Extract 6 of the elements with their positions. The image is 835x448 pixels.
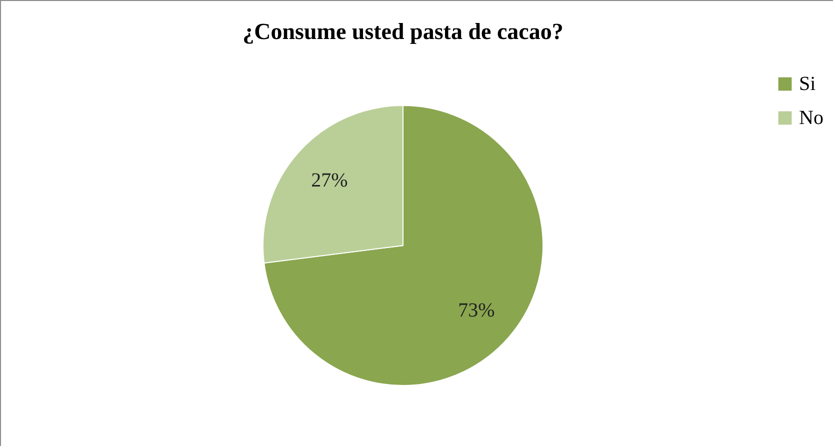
legend-label: Si	[799, 73, 816, 95]
data-label: 73%	[458, 299, 495, 322]
data-label: 27%	[311, 170, 348, 192]
legend-label: No	[799, 107, 824, 129]
chart-title: ¿Consume usted pasta de cacao?	[242, 19, 564, 44]
pie-slice	[264, 105, 544, 386]
